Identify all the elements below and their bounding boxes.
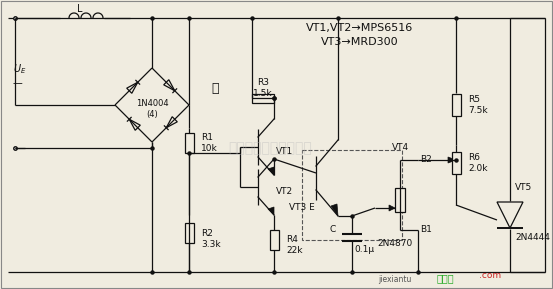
Text: VT5: VT5 [515, 182, 532, 192]
Polygon shape [129, 119, 140, 130]
Text: 1N4004
(4): 1N4004 (4) [135, 99, 168, 119]
Text: 捷联图: 捷联图 [436, 273, 454, 283]
Text: VT3→MRD300: VT3→MRD300 [321, 37, 399, 47]
Polygon shape [448, 157, 456, 163]
Text: 2N4444: 2N4444 [515, 232, 550, 242]
Text: VT1: VT1 [276, 147, 293, 157]
Polygon shape [166, 117, 178, 128]
Text: R3
1.5k: R3 1.5k [253, 78, 273, 98]
Polygon shape [268, 167, 274, 175]
Text: 0.1μ: 0.1μ [354, 245, 374, 255]
Polygon shape [389, 205, 395, 211]
Bar [451, 94, 461, 116]
Polygon shape [127, 82, 138, 93]
Text: ✋: ✋ [211, 81, 219, 95]
Polygon shape [497, 202, 523, 228]
Text: VT4: VT4 [392, 144, 409, 153]
Text: R4
22k: R4 22k [286, 235, 302, 255]
Bar [395, 188, 405, 212]
Text: B2: B2 [420, 155, 432, 164]
Bar [269, 230, 279, 250]
Text: jiexiantu: jiexiantu [378, 275, 411, 284]
Text: R2
3.3k: R2 3.3k [201, 229, 221, 249]
Text: $U_E$
—: $U_E$ — [13, 62, 27, 88]
Bar [185, 223, 194, 243]
Bar [252, 94, 274, 103]
Text: L: L [77, 4, 83, 14]
Bar [185, 133, 194, 153]
Text: 2N4870: 2N4870 [377, 240, 413, 249]
Text: VT3 E: VT3 E [289, 203, 315, 212]
Text: VT2: VT2 [276, 188, 293, 197]
Polygon shape [268, 207, 274, 215]
Text: .com: .com [479, 271, 501, 279]
Text: B1: B1 [420, 225, 432, 234]
Text: VT1,VT2→MPS6516: VT1,VT2→MPS6516 [306, 23, 414, 33]
Text: R1
10k: R1 10k [201, 133, 218, 153]
Text: C: C [330, 225, 336, 234]
Text: R5
7.5k: R5 7.5k [468, 95, 488, 115]
Bar [302, 150, 402, 240]
Text: R6
2.0k: R6 2.0k [468, 153, 488, 173]
Polygon shape [164, 80, 175, 91]
Bar [451, 152, 461, 174]
Polygon shape [331, 204, 338, 216]
Text: 杭州将睿科技有限公司: 杭州将睿科技有限公司 [228, 141, 312, 155]
